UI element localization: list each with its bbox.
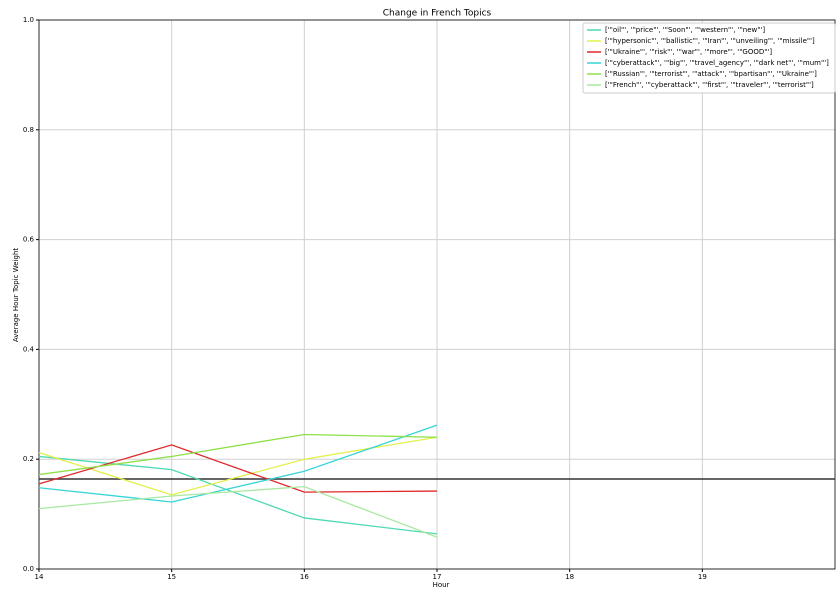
y-tick-label: 0.2 [23,455,34,463]
x-tick-label: 16 [300,573,309,581]
legend-label: ['"Russian"', '"terrorist"', '"attack"',… [605,70,817,78]
legend-label: ['"Ukraine"', '"risk"', '"war"', '"more"… [605,48,772,56]
series-line [38,455,438,535]
legend-label: ['"hypersonic"', '"ballistic"', '"Iran"'… [605,37,815,45]
y-tick-label: 0.8 [23,126,34,134]
plot-frame [38,19,836,570]
legend-label: ['"cyberattack"', '"big"', '"travel_agen… [605,59,829,67]
y-tick-label: 0.4 [23,345,35,353]
series-line [38,485,438,538]
series-line [38,444,438,493]
series-line [38,433,438,476]
y-axis-label: Average Hour Topic Weight [12,248,20,343]
x-tick-label: 15 [167,573,176,581]
series-line [38,424,438,503]
y-tick-label: 0.6 [23,236,35,244]
legend-label: ['"oil"', '"price"', '"Soon"', '"western… [605,26,765,34]
y-tick-label: 0.0 [23,565,34,573]
x-tick-label: 17 [433,573,442,581]
legend-label: ['"French"', '"cyberattack"', '"first"',… [605,81,814,89]
chart-title: Change in French Topics [383,9,492,19]
y-tick-label: 1.0 [23,16,34,24]
x-tick-label: 14 [35,573,44,581]
x-axis-label: Hour [433,581,450,589]
x-tick-label: 18 [565,573,574,581]
legend-box [582,22,836,94]
x-tick-label: 19 [698,573,707,581]
